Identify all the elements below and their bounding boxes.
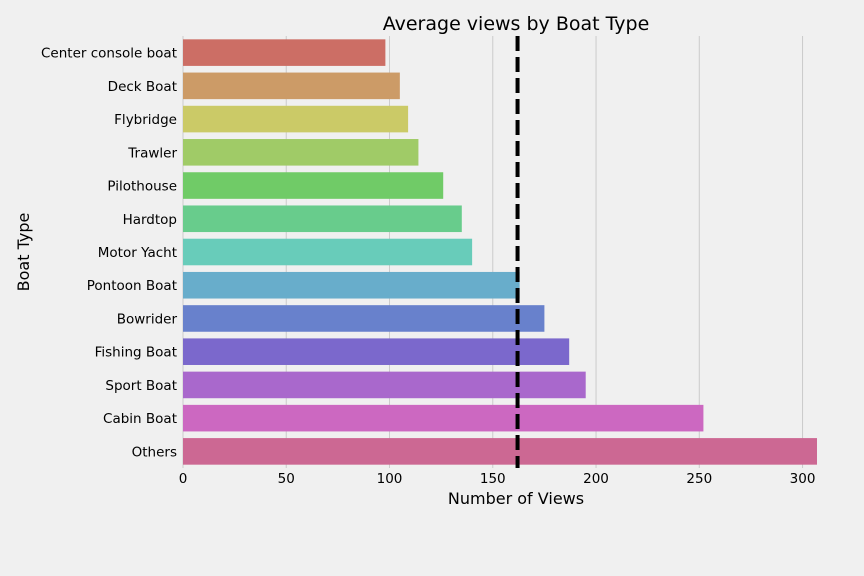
y-tick-label-fishing-boat: Fishing Boat — [95, 345, 177, 361]
bar-center-console-boat — [183, 39, 386, 66]
x-tick-label-150: 150 — [480, 471, 506, 487]
bar-pontoon-boat — [183, 271, 520, 299]
y-tick-label-flybridge: Flybridge — [114, 112, 177, 128]
x-tick-label-250: 250 — [686, 471, 712, 487]
x-tick-label-50: 50 — [278, 471, 295, 487]
bar-motor-yacht — [183, 238, 473, 266]
y-tick-label-trawler: Trawler — [127, 145, 177, 161]
y-tick-label-pontoon-boat: Pontoon Boat — [87, 278, 177, 294]
bar-trawler — [183, 139, 419, 166]
chart-title: Average views by Boat Type — [383, 13, 650, 35]
x-tick-label-0: 0 — [179, 471, 188, 487]
bar-hardtop — [183, 205, 462, 233]
y-tick-label-hardtop: Hardtop — [123, 212, 177, 228]
y-tick-labels: Center console boat Deck Boat Flybridge Tra… — [41, 46, 177, 461]
bar-others — [183, 438, 817, 465]
x-tick-label-300: 300 — [790, 471, 816, 487]
y-tick-label-cabin-boat: Cabin Boat — [103, 411, 177, 427]
y-tick-label-pilothouse: Pilothouse — [107, 179, 177, 195]
x-tick-label-200: 200 — [583, 471, 609, 487]
y-tick-label-sport-boat: Sport Boat — [105, 378, 177, 394]
bar-bowrider — [183, 305, 545, 332]
x-axis-label: Number of Views — [448, 489, 584, 508]
y-tick-label-motor-yacht: Motor Yacht — [98, 245, 177, 261]
y-tick-label-bowrider: Bowrider — [117, 311, 178, 327]
bar-pilothouse — [183, 172, 444, 199]
y-tick-label-others: Others — [132, 444, 177, 460]
x-tick-label-100: 100 — [377, 471, 403, 487]
bar-deck-boat — [183, 72, 400, 100]
bars — [183, 39, 817, 465]
y-tick-label-deck-boat: Deck Boat — [108, 79, 177, 95]
bar-cabin-boat — [183, 404, 704, 432]
x-tick-labels: 0 50 100 150 200 250 300 — [179, 471, 816, 487]
bar-fishing-boat — [183, 338, 570, 365]
y-axis-label: Boat Type — [14, 213, 33, 292]
y-tick-label-center-console-boat: Center console boat — [41, 46, 177, 62]
bar-sport-boat — [183, 371, 586, 399]
bar-flybridge — [183, 105, 409, 133]
